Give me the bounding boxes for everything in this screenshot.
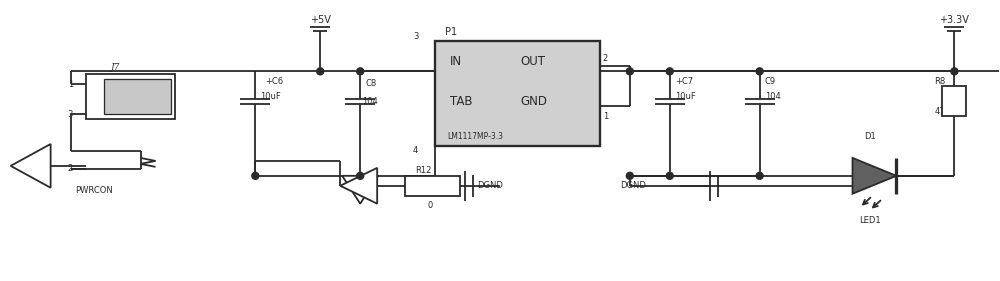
Text: P1: P1 xyxy=(445,26,457,37)
Text: 470: 470 xyxy=(934,107,950,116)
Text: C8: C8 xyxy=(365,79,376,88)
Polygon shape xyxy=(340,168,377,204)
Text: 2: 2 xyxy=(68,164,73,173)
Circle shape xyxy=(951,68,958,75)
Text: TAB: TAB xyxy=(450,95,473,108)
Text: 1: 1 xyxy=(603,112,608,121)
Polygon shape xyxy=(11,144,51,188)
Text: C9: C9 xyxy=(765,77,776,86)
Text: 104: 104 xyxy=(362,97,378,106)
Text: 3: 3 xyxy=(68,110,73,119)
Text: DGND: DGND xyxy=(620,181,646,190)
Bar xyxy=(405,176,460,196)
Text: 2: 2 xyxy=(603,54,608,63)
Text: 4: 4 xyxy=(413,146,418,155)
Circle shape xyxy=(626,68,633,75)
Text: D1: D1 xyxy=(864,132,876,140)
Text: 10uF: 10uF xyxy=(260,92,281,101)
Text: +C6: +C6 xyxy=(265,77,283,86)
Text: DGND: DGND xyxy=(477,181,503,190)
Text: GND: GND xyxy=(520,95,547,108)
Text: J7: J7 xyxy=(111,63,120,72)
Text: 104: 104 xyxy=(765,92,780,101)
Text: IN: IN xyxy=(450,55,462,68)
Bar xyxy=(942,86,966,116)
Circle shape xyxy=(666,68,673,75)
Circle shape xyxy=(317,68,324,75)
Circle shape xyxy=(756,68,763,75)
Text: 0: 0 xyxy=(427,201,432,210)
Bar xyxy=(435,42,600,146)
Circle shape xyxy=(666,172,673,179)
Text: 10uF: 10uF xyxy=(675,92,696,101)
Polygon shape xyxy=(853,158,896,194)
Text: R8: R8 xyxy=(934,77,946,86)
Circle shape xyxy=(252,172,259,179)
Text: R12: R12 xyxy=(415,166,431,175)
Bar xyxy=(104,79,171,114)
Text: LED1: LED1 xyxy=(859,216,880,225)
Circle shape xyxy=(357,68,364,75)
Text: +3.3V: +3.3V xyxy=(939,15,969,25)
Bar xyxy=(86,74,175,119)
Text: +C7: +C7 xyxy=(675,77,693,86)
Text: 1: 1 xyxy=(68,80,73,89)
Text: +5V: +5V xyxy=(310,15,331,25)
Circle shape xyxy=(357,172,364,179)
Text: OUT: OUT xyxy=(520,55,545,68)
Circle shape xyxy=(626,172,633,179)
Text: PWRCON: PWRCON xyxy=(76,186,113,195)
Text: LM1117MP-3.3: LM1117MP-3.3 xyxy=(447,132,503,140)
Text: 3: 3 xyxy=(413,32,418,41)
Polygon shape xyxy=(342,176,378,204)
Circle shape xyxy=(756,172,763,179)
